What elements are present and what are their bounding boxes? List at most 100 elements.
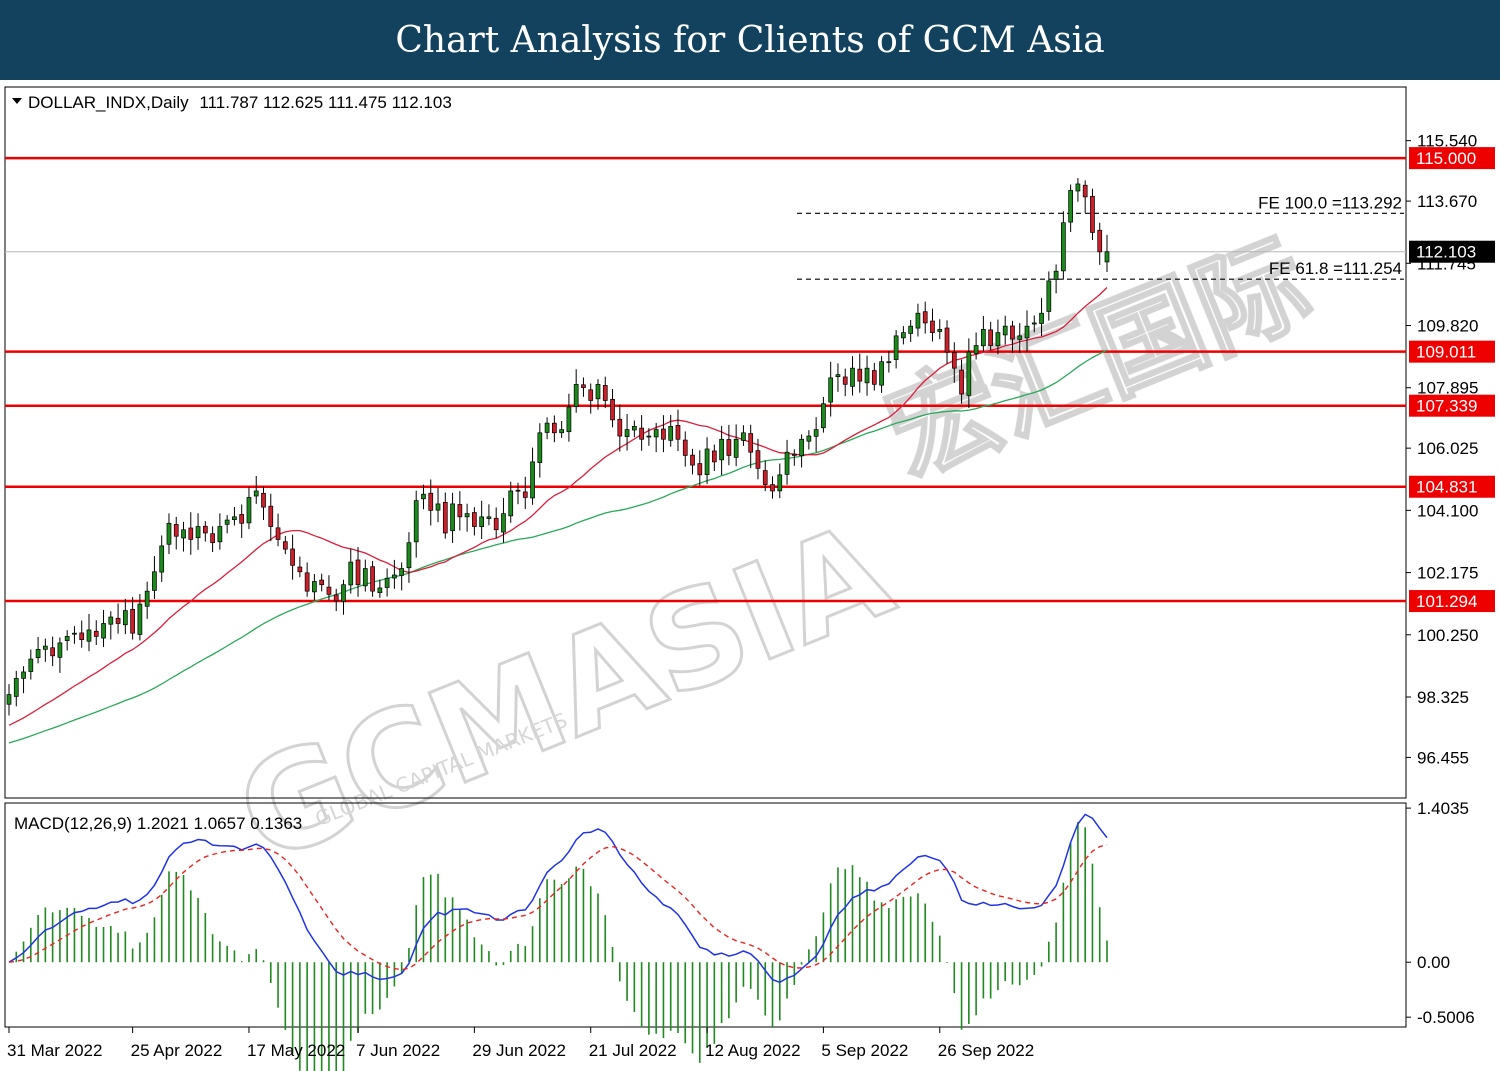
candle — [421, 484, 426, 510]
candle-body — [79, 632, 85, 640]
candle-body — [632, 425, 637, 431]
candle-body — [1031, 322, 1037, 325]
candle-body — [1002, 325, 1008, 336]
candle — [261, 486, 266, 520]
candle — [282, 535, 288, 555]
candle-body — [770, 484, 775, 492]
candle-body — [879, 361, 884, 386]
macd-layer: 1.4035 0.00 -0.5006 — [8, 799, 1475, 1071]
candle — [173, 516, 179, 550]
y-tick-label: 115.540 — [1417, 132, 1477, 151]
candle-body — [726, 439, 732, 456]
level-tag-label: 109.011 — [1416, 343, 1476, 362]
level-tag: 109.011 — [1409, 340, 1495, 363]
dropdown-triangle-icon[interactable] — [12, 98, 22, 104]
level-tag-bg — [1409, 394, 1495, 417]
candle — [159, 535, 165, 582]
last-price-tag-bg — [1409, 240, 1495, 263]
candle — [413, 490, 419, 558]
candle — [857, 353, 863, 393]
candle-body — [421, 493, 426, 500]
candle — [275, 513, 281, 547]
level-tag: 107.339 — [1409, 394, 1495, 417]
candle-body — [813, 429, 819, 437]
candle-body — [930, 320, 935, 333]
page-title: Chart Analysis for Clients of GCM Asia — [395, 19, 1105, 61]
candle-body — [348, 561, 354, 586]
candle — [253, 475, 259, 504]
candle-body — [762, 470, 768, 485]
candle — [864, 355, 870, 396]
candle — [21, 666, 26, 694]
candle-body — [886, 361, 892, 364]
candle — [951, 342, 957, 383]
candle — [501, 497, 506, 543]
candle-body — [566, 406, 572, 433]
candle-body — [144, 590, 150, 607]
candle — [188, 512, 194, 555]
candle-body — [661, 428, 666, 440]
levels-layer — [5, 156, 1406, 603]
candle-body — [857, 368, 863, 382]
candle — [675, 409, 681, 452]
candle — [493, 507, 499, 539]
candle-body — [522, 491, 528, 498]
candle-body — [188, 527, 194, 540]
candle-body — [428, 492, 434, 511]
candle-body — [515, 489, 521, 492]
candle — [661, 415, 666, 453]
candle-body — [951, 351, 957, 369]
candle-body — [173, 524, 179, 537]
time-axis: 31 Mar 2022 25 Apr 2022 17 May 2022 7 Jun 2… — [7, 1027, 1034, 1060]
fib-label: FE 61.8 =111.254 — [1269, 259, 1402, 278]
level-tag-bg — [1409, 475, 1495, 498]
chart-area: GCMASIA GLOBAL CAPITAL MARKETS 宏汇国际 FE 1… — [4, 86, 1495, 1071]
candle — [617, 404, 623, 452]
candle — [770, 476, 775, 499]
candle — [842, 368, 848, 397]
candle-body — [581, 384, 586, 388]
candle — [1046, 271, 1052, 321]
candle — [348, 548, 354, 594]
candle — [1002, 315, 1008, 345]
watermark-brand: GCMASIA — [218, 494, 911, 893]
watermark: GCMASIA GLOBAL CAPITAL MARKETS 宏汇国际 — [217, 215, 1328, 894]
price-panel — [4, 86, 1407, 799]
candle-body — [341, 584, 346, 602]
candle — [435, 487, 441, 523]
candle — [137, 594, 143, 641]
candle-body — [50, 647, 55, 657]
candle-body — [639, 427, 644, 440]
candle-body — [508, 490, 514, 517]
candle-body — [610, 399, 615, 421]
candle-body — [777, 474, 783, 492]
candle-body — [35, 648, 41, 659]
candle — [479, 500, 484, 539]
candle — [1024, 310, 1030, 352]
candle-body — [784, 451, 790, 475]
price-axis: 115.540113.670111.745109.820107.895106.0… — [1406, 132, 1478, 767]
candle-body — [544, 422, 550, 433]
candle-body — [239, 514, 245, 524]
candle-body — [850, 367, 855, 387]
candle-body — [1068, 190, 1073, 223]
candle — [472, 507, 477, 536]
level-tags: 115.000 109.011 107.339 104.831 101.294 112.1… — [1409, 147, 1495, 613]
y-tick-label: 96.455 — [1417, 748, 1469, 767]
y-tick-label: 102.175 — [1417, 564, 1478, 583]
x-tick-label: 25 Apr 2022 — [131, 1041, 223, 1060]
macd-panel — [4, 802, 1407, 1028]
candle — [210, 526, 215, 552]
candle — [399, 562, 405, 591]
candle — [748, 424, 754, 469]
candle — [86, 613, 92, 652]
candle-body — [486, 516, 492, 519]
candle-body — [835, 374, 841, 377]
candle — [108, 611, 114, 640]
candle — [602, 376, 608, 408]
candle-body — [312, 581, 317, 593]
candle-body — [413, 500, 419, 543]
macd-label: MACD(12,26,9) 1.2021 1.0657 0.1363 — [14, 814, 302, 833]
level-tag-label: 101.294 — [1416, 592, 1477, 611]
candle-body — [1017, 335, 1023, 340]
